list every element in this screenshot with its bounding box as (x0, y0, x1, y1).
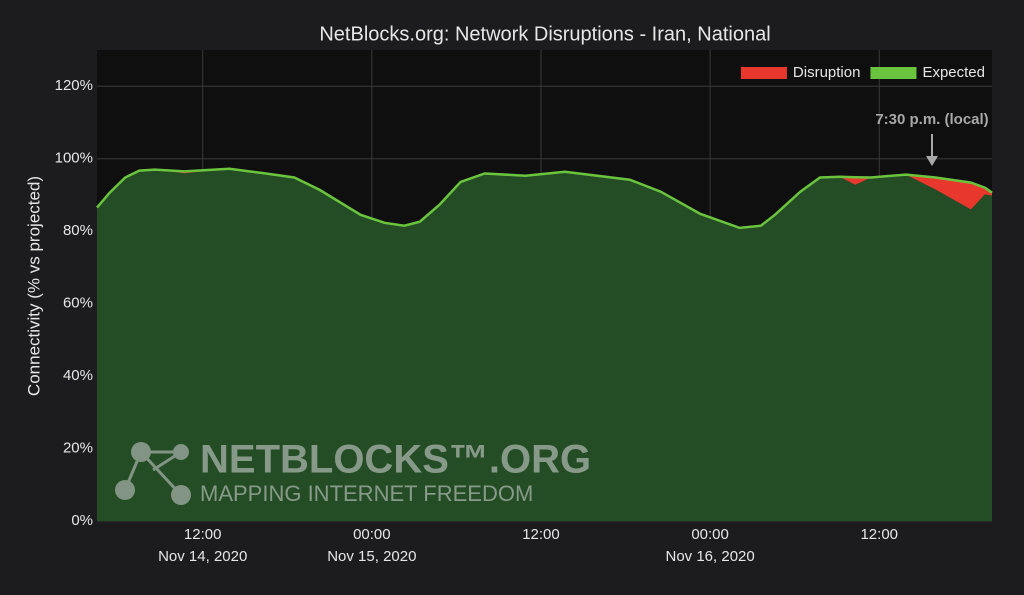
chart-title: NetBlocks.org: Network Disruptions - Ira… (319, 23, 770, 45)
y-tick-label: 40% (63, 367, 93, 384)
annotation: 7:30 p.m. (local) (875, 111, 988, 128)
y-axis-label: Connectivity (% vs projected) (24, 176, 43, 396)
y-tick-label: 20% (63, 440, 93, 457)
legend-swatch (870, 67, 917, 79)
watermark-name: NETBLOCKS™.ORG (200, 438, 591, 482)
x-tick-label: 12:00 (860, 526, 898, 543)
legend: Expected Disruption (740, 64, 985, 81)
legend-label: Disruption (793, 64, 861, 81)
legend-label: Expected (922, 64, 985, 81)
logo-dots (115, 442, 191, 505)
expected-area (97, 168, 992, 522)
x-tick-label: 12:00 (184, 526, 222, 543)
y-tick-label: 60% (63, 295, 93, 312)
annotation-arrowhead (926, 156, 938, 166)
x-tick-label: 00:00 (353, 526, 391, 543)
y-tick-label: 100% (55, 150, 93, 167)
y-tick-label: 0% (71, 512, 93, 529)
expected-line (96, 167, 993, 230)
y-tick-label: 80% (63, 222, 93, 239)
legend-swatch (740, 67, 787, 79)
watermark: NETBLOCKS™.ORG MAPPING INTERNET FREEDOM (115, 438, 591, 506)
x-tick-label: 00:00 (691, 526, 729, 543)
y-tick-label: 120% (55, 77, 93, 94)
x-date-label: Nov 15, 2020 (327, 548, 416, 565)
x-date-label: Nov 14, 2020 (158, 548, 247, 565)
marks (96, 167, 993, 522)
x-date-label: Nov 16, 2020 (665, 548, 754, 565)
watermark-tagline: MAPPING INTERNET FREEDOM (200, 481, 533, 506)
x-tick-label: 12:00 (522, 526, 560, 543)
